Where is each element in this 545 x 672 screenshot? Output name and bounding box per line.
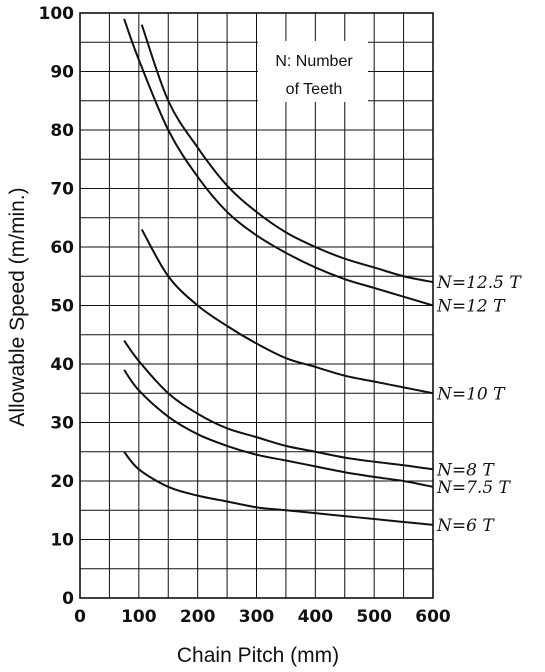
series-line	[123, 451, 434, 526]
y-tick-label: 80	[50, 121, 74, 141]
y-tick-label: 60	[50, 238, 74, 258]
y-tick-label: 40	[50, 355, 74, 375]
y-axis-title: Allowable Speed (m/min.)	[6, 187, 29, 426]
annotation-box: N: Number of Teeth	[258, 41, 368, 102]
series-line	[123, 369, 434, 488]
x-tick-label: 100	[121, 607, 157, 627]
x-axis-title: Chain Pitch (mm)	[177, 644, 339, 667]
series-label: N=7.5 T	[436, 478, 512, 498]
y-tick-label: 100	[39, 4, 75, 24]
y-tick-label: 50	[50, 297, 74, 317]
y-tick-label: 20	[50, 472, 74, 492]
series-label: N=6 T	[436, 516, 495, 536]
series-label: N=8 T	[436, 460, 495, 480]
series-line	[123, 18, 434, 307]
series-label: N=10 T	[436, 384, 506, 404]
annotation-line-1: N: Number	[275, 53, 353, 70]
x-tick-label: 500	[356, 607, 392, 627]
series-label: N=12 T	[436, 297, 506, 317]
series-line	[140, 228, 434, 395]
y-tick-label: 10	[50, 531, 74, 551]
tick-labels: 0 100 200 300 400 500 600 0 10 20 30 40 50 60 70 80 90 10…	[39, 4, 451, 627]
x-tick-label: 200	[180, 607, 216, 627]
series-labels: N=12.5 T N=12 T N=10 T N=8 TN=7.5 T N=6 T	[436, 273, 522, 536]
y-tick-label: 30	[50, 414, 74, 434]
grid	[79, 12, 434, 599]
series-line	[123, 340, 434, 471]
annotation-line-2: of Teeth	[286, 81, 343, 98]
y-tick-label: 0	[62, 589, 74, 609]
x-tick-label: 600	[415, 607, 451, 627]
series-label: N=12.5 T	[436, 273, 522, 293]
series-line	[140, 24, 434, 284]
y-tick-label: 90	[50, 63, 74, 83]
x-tick-label: 400	[298, 607, 334, 627]
y-tick-label: 70	[50, 180, 74, 200]
series-curves	[123, 18, 434, 526]
x-tick-label: 0	[74, 607, 86, 627]
x-tick-label: 300	[239, 607, 275, 627]
